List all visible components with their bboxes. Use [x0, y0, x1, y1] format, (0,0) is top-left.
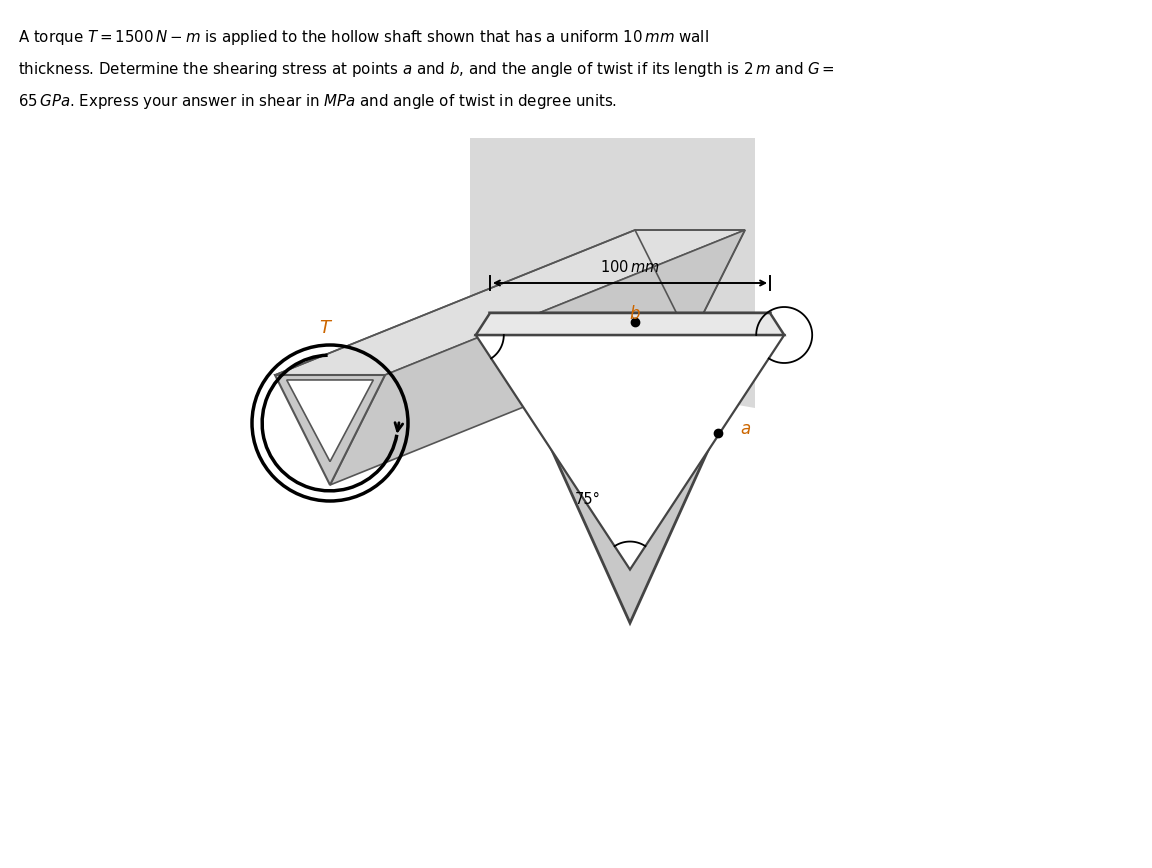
Polygon shape	[470, 138, 755, 408]
Text: $b$: $b$	[629, 305, 641, 323]
Text: $T$: $T$	[319, 319, 333, 337]
Text: thickness. Determine the shearing stress at points $a$ and $b$, and the angle of: thickness. Determine the shearing stress…	[18, 60, 835, 79]
Text: $65\,GPa$. Express your answer in shear in $MPa$ and angle of twist in degree un: $65\,GPa$. Express your answer in shear …	[18, 92, 617, 111]
Text: $100\,mm$: $100\,mm$	[600, 259, 660, 275]
Polygon shape	[476, 335, 785, 569]
Polygon shape	[476, 313, 785, 335]
Text: A torque $T = 1500\,N - m$ is applied to the hollow shaft shown that has a unifo: A torque $T = 1500\,N - m$ is applied to…	[18, 28, 708, 47]
Polygon shape	[287, 380, 373, 462]
Polygon shape	[490, 313, 770, 623]
Polygon shape	[275, 230, 745, 375]
Polygon shape	[275, 375, 385, 485]
Polygon shape	[329, 230, 745, 485]
Text: 75°: 75°	[575, 492, 601, 507]
Text: $a$: $a$	[741, 420, 751, 438]
